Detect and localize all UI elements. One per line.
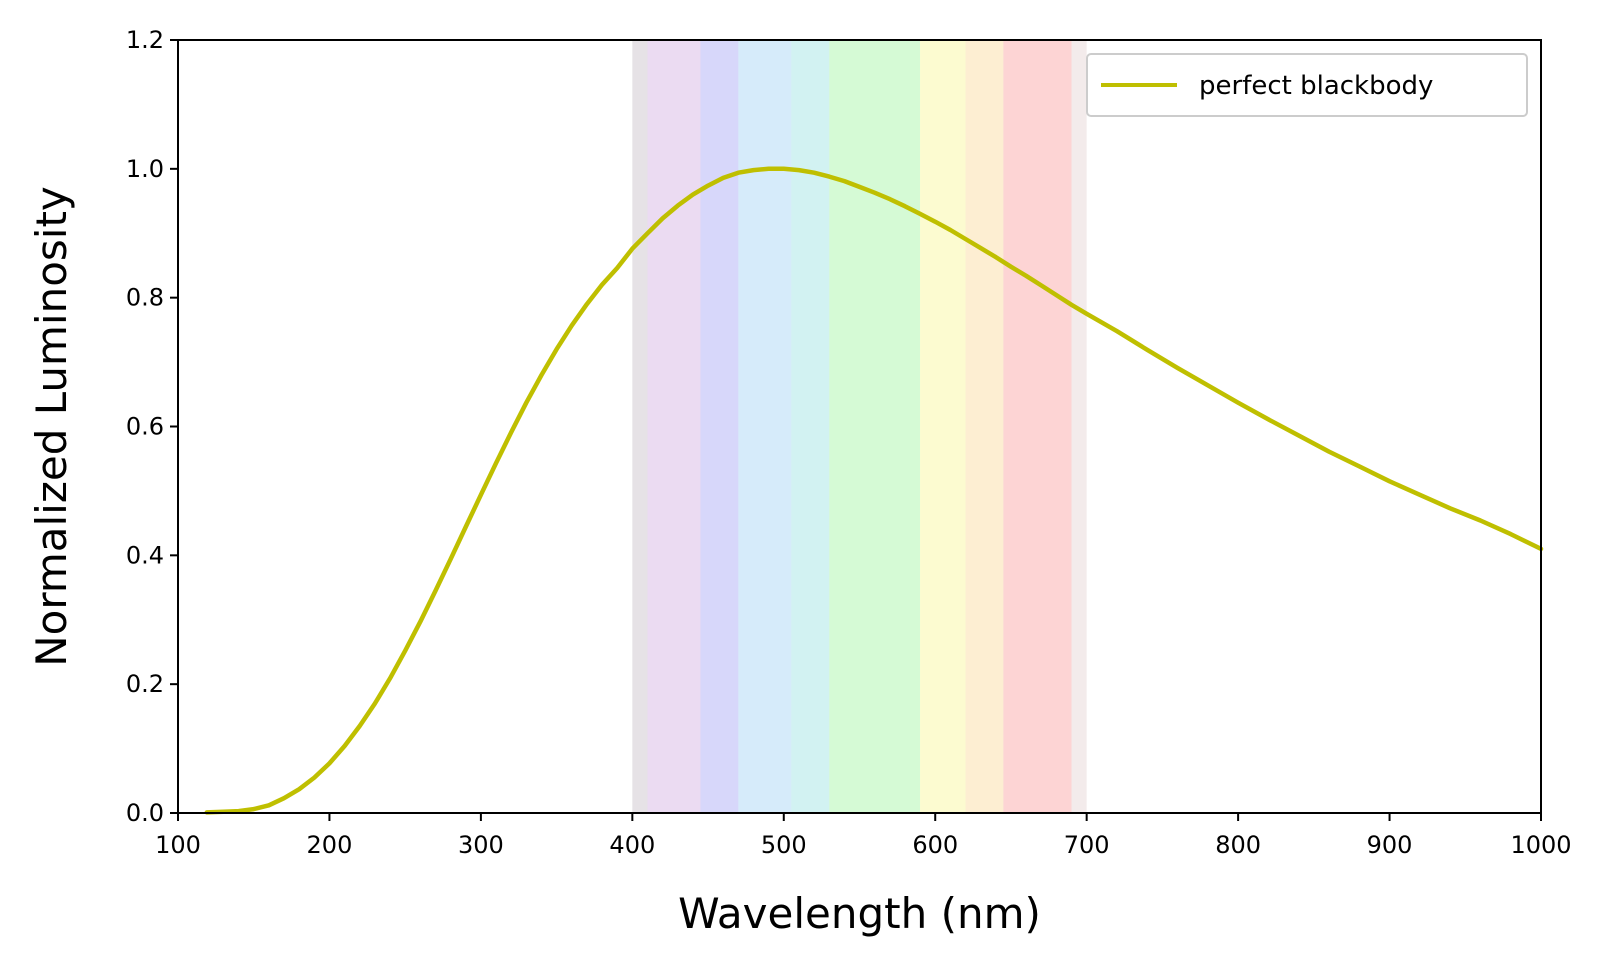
y-tick-label: 0.4 [126, 541, 164, 569]
y-tick-label: 0.8 [126, 284, 164, 312]
x-tick-label: 200 [307, 831, 353, 859]
y-tick-label: 1.0 [126, 155, 164, 183]
x-tick-label: 900 [1367, 831, 1413, 859]
x-tick-label: 500 [761, 831, 807, 859]
series-line-0 [204, 166, 1544, 815]
x-tick-label: 400 [609, 831, 655, 859]
spectrum-segment-5 [829, 40, 921, 813]
spectrum-segment-4 [791, 40, 830, 813]
x-tick-label: 1000 [1510, 831, 1571, 859]
x-axis-ticks: 100 200 300 400 500 600 700 800 900 1000 [155, 813, 1572, 859]
legend-label: perfect blackbody [1199, 71, 1433, 101]
y-tick-label: 1.2 [126, 26, 164, 54]
spectrum-segment-9 [1071, 40, 1087, 813]
spectrum-segment-6 [920, 40, 966, 813]
spectrum-segment-0 [632, 40, 648, 813]
y-tick-label: 0.2 [126, 670, 164, 698]
legend-box [1086, 53, 1528, 117]
x-tick-label: 100 [155, 831, 201, 859]
spectrum-segment-7 [965, 40, 1004, 813]
x-tick-label: 600 [912, 831, 958, 859]
visible-spectrum-band [632, 40, 1087, 813]
y-tick-label: 0.6 [126, 413, 164, 441]
y-tick-label: 0.0 [126, 799, 164, 827]
series-curves [204, 166, 1544, 815]
y-axis-ticks: 0.0 0.2 0.4 0.6 0.8 1.0 1.2 [126, 26, 178, 827]
x-tick-label: 800 [1215, 831, 1261, 859]
spectrum-segment-8 [1003, 40, 1072, 813]
x-axis-label: Wavelength (nm) [678, 889, 1041, 938]
spectrum-segment-2 [700, 40, 739, 813]
x-tick-label: 300 [458, 831, 504, 859]
spectrum-segment-1 [647, 40, 701, 813]
legend: perfect blackbody [1086, 53, 1528, 117]
y-axis-label: Normalized Luminosity [27, 186, 76, 667]
spectrum-segment-3 [738, 40, 792, 813]
x-tick-label: 700 [1064, 831, 1110, 859]
